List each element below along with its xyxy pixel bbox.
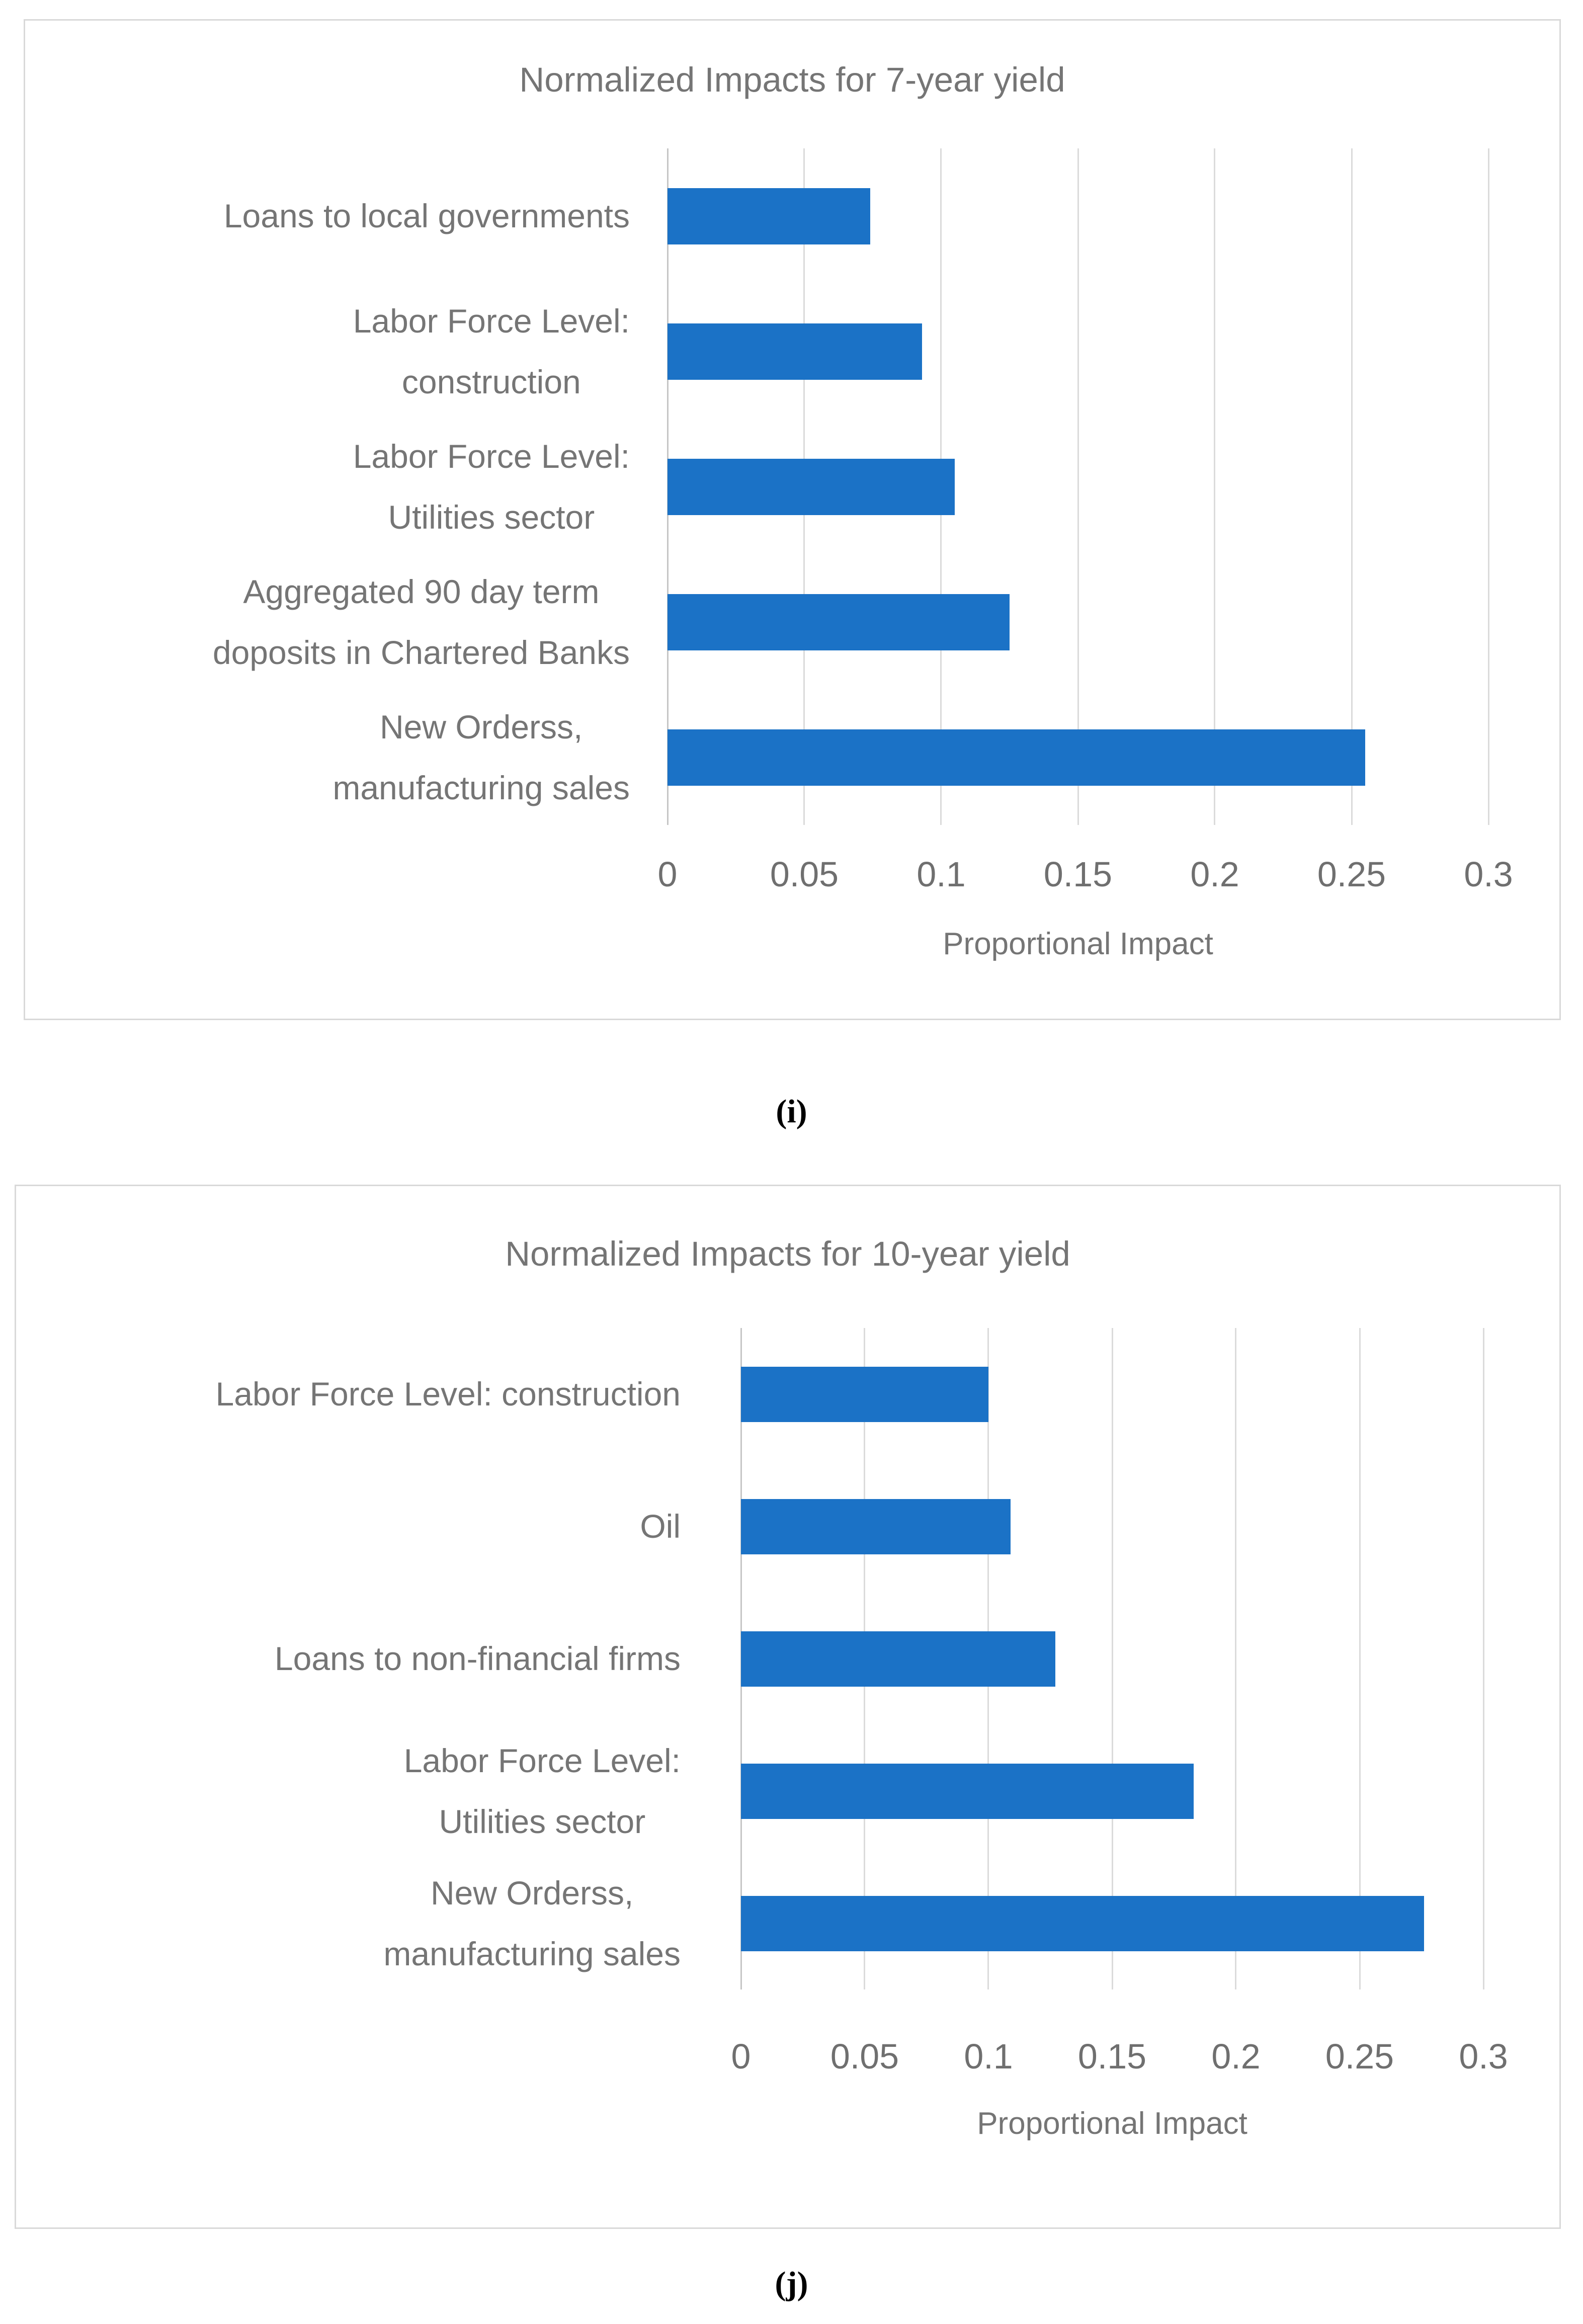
bar-row	[741, 1328, 1483, 1460]
x-tick-label: 0.1	[964, 2037, 1013, 2076]
category-label-text: Labor Force Level: Utilities sector	[403, 1742, 681, 1840]
x-tick-label: 0.2	[1190, 855, 1239, 894]
plot-area	[740, 1328, 1484, 1989]
category-label: Labor Force Level: Utilities sector	[26, 1725, 681, 1857]
category-label: Labor Force Level: Utilities sector	[35, 419, 630, 554]
category-label-text: Loans to local governments	[223, 197, 630, 235]
bar-row	[741, 1725, 1483, 1857]
category-label-text: Labor Force Level: construction	[215, 1375, 681, 1413]
category-label: Labor Force Level: construction	[26, 1328, 681, 1460]
gridline	[1351, 148, 1353, 825]
gridline	[1214, 148, 1216, 825]
gridline	[1482, 1328, 1484, 1989]
bar	[668, 729, 1366, 786]
bar-row	[741, 1857, 1483, 1989]
gridline	[1487, 148, 1489, 825]
x-tick-label: 0.05	[770, 855, 839, 894]
bar-row	[668, 284, 1488, 419]
x-tick-label: 0.15	[1077, 2037, 1147, 2076]
category-axis-labels: Labor Force Level: construction Oil Loans …	[26, 1328, 681, 1989]
x-axis-title: Proportional Impact	[977, 2106, 1247, 2141]
category-label-text: Aggregated 90 day term doposits in Chart…	[212, 573, 630, 671]
gridline	[1077, 148, 1079, 825]
bar	[668, 594, 1010, 650]
bar	[741, 1499, 1011, 1554]
x-tick-label: 0.25	[1325, 2037, 1394, 2076]
chart-10-year-yield: Normalized Impacts for 10-year yield Lab…	[15, 1185, 1561, 2229]
gridline	[1111, 1328, 1113, 1989]
category-label-text: New Orderss, manufacturing sales	[383, 1874, 681, 1972]
bar-row	[668, 690, 1488, 825]
category-label: Labor Force Level: construction	[35, 284, 630, 419]
category-label: Oil	[26, 1460, 681, 1593]
category-label-text: New Orderss, manufacturing sales	[332, 708, 630, 806]
bar	[741, 1366, 988, 1422]
figure-label-j: (j)	[775, 2265, 808, 2302]
x-axis-ticks: 0 0.05 0.1 0.15 0.2 0.25 0.3	[731, 2036, 1508, 2082]
bar	[668, 458, 955, 515]
x-axis-title: Proportional Impact	[943, 927, 1213, 961]
x-tick-label: 0.2	[1211, 2037, 1261, 2076]
category-label: Aggregated 90 day term doposits in Chart…	[35, 554, 630, 690]
bar	[741, 1631, 1055, 1687]
plot-area	[666, 148, 1489, 825]
x-tick-label: 0	[657, 855, 678, 894]
category-axis-labels: Loans to local governments Labor Force Le…	[35, 148, 630, 825]
category-label-text: Labor Force Level: construction	[353, 302, 630, 400]
bar-row	[668, 148, 1488, 284]
category-label: Loans to local governments	[35, 148, 630, 284]
x-tick-label: 0.3	[1459, 2037, 1508, 2076]
category-label-text: Labor Force Level: Utilities sector	[353, 438, 630, 536]
category-label-text: Oil	[640, 1508, 681, 1545]
x-tick-label: 0.15	[1043, 855, 1113, 894]
bar	[668, 323, 922, 380]
x-tick-label: 0.1	[917, 855, 966, 894]
category-label: Loans to non-financial firms	[26, 1593, 681, 1725]
category-label: New Orderss, manufacturing sales	[35, 690, 630, 825]
gridline	[1359, 1328, 1361, 1989]
bar-row	[668, 419, 1488, 554]
chart-title: Normalized Impacts for 10-year yield	[505, 1234, 1070, 1273]
gridline	[1235, 1328, 1237, 1989]
bar-row	[741, 1593, 1483, 1725]
bar-row	[741, 1460, 1483, 1593]
x-tick-label: 0.25	[1317, 855, 1386, 894]
bar	[741, 1763, 1194, 1819]
chart-7-year-yield: Normalized Impacts for 7-year yield Loan…	[24, 19, 1561, 1020]
bar	[668, 188, 870, 244]
x-tick-label: 0.05	[830, 2037, 899, 2076]
bar-row	[668, 554, 1488, 690]
category-label: New Orderss, manufacturing sales	[26, 1857, 681, 1989]
x-axis-ticks: 0 0.05 0.1 0.15 0.2 0.25 0.3	[658, 854, 1513, 899]
category-label-text: Loans to non-financial firms	[274, 1640, 681, 1678]
bar	[741, 1895, 1424, 1951]
chart-title: Normalized Impacts for 7-year yield	[519, 60, 1065, 99]
figure-label-i: (i)	[776, 1093, 807, 1130]
x-tick-label: 0	[731, 2037, 751, 2076]
x-tick-label: 0.3	[1464, 855, 1513, 894]
